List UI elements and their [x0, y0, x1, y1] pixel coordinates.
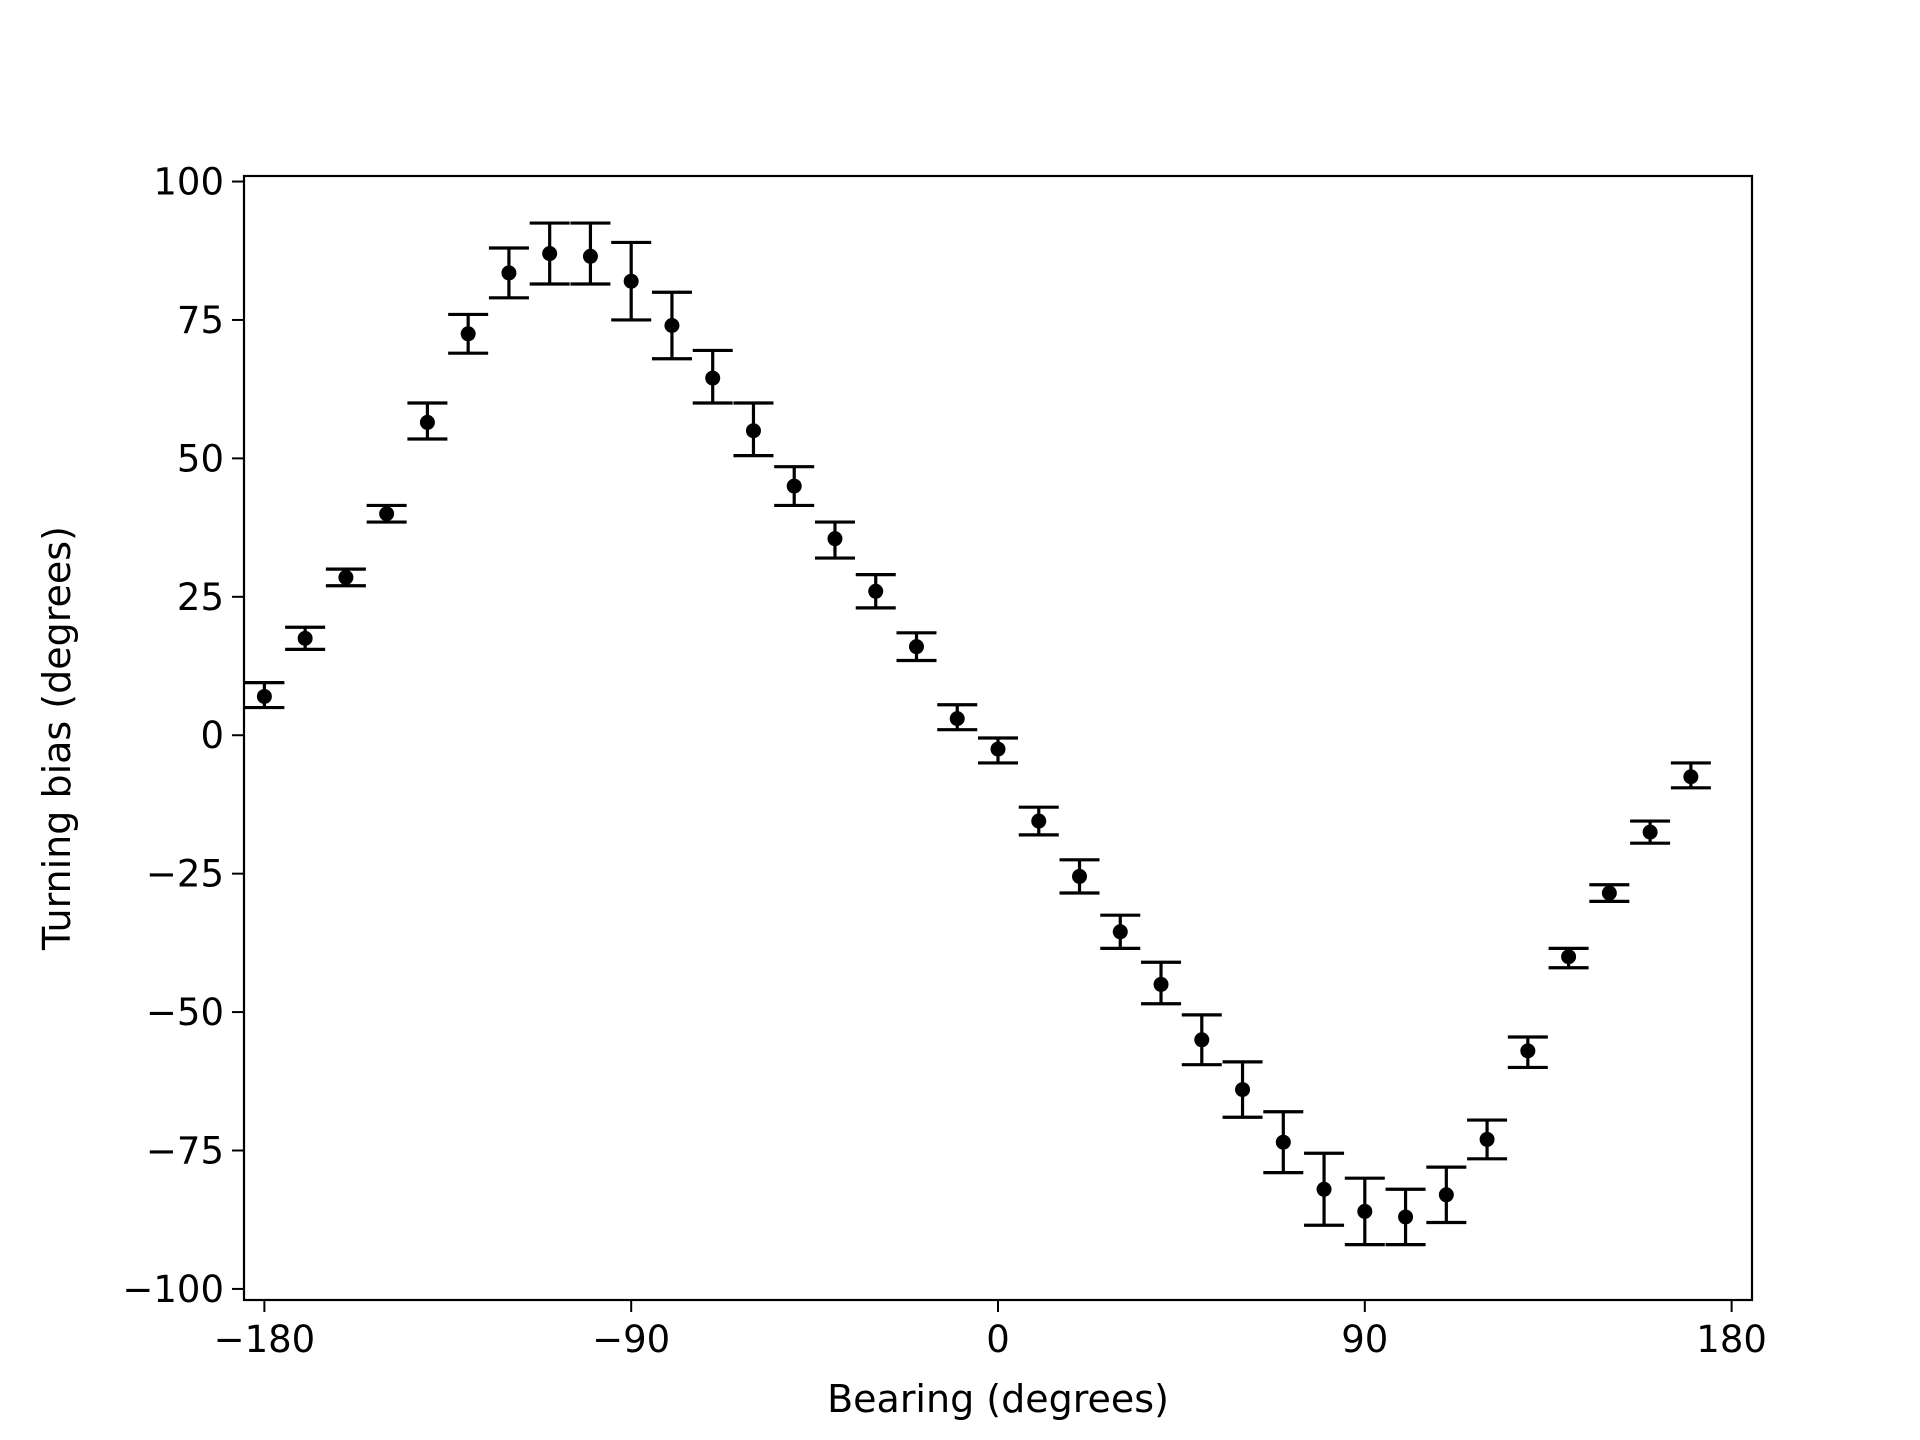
data-point-group	[978, 736, 1018, 765]
x-tick-label: 90	[1341, 1318, 1388, 1361]
data-point-group	[855, 573, 896, 610]
data-point-group	[692, 348, 733, 405]
data-point	[297, 630, 313, 646]
data-point	[786, 478, 802, 494]
data-point-group	[1630, 819, 1671, 845]
data-point-group	[1507, 1035, 1548, 1070]
data-point	[1561, 949, 1577, 965]
y-tick-label: −75	[146, 1130, 224, 1173]
data-point	[582, 248, 598, 264]
data-point-group	[814, 520, 855, 560]
data-point	[1275, 1134, 1291, 1150]
data-point-group	[325, 567, 366, 588]
data-point	[1642, 824, 1658, 840]
y-tick-label: 25	[177, 576, 224, 619]
data-point	[1112, 924, 1128, 940]
data-point	[705, 370, 721, 386]
data-point	[949, 711, 965, 727]
x-tick-label: 180	[1696, 1318, 1767, 1361]
data-point-group	[1018, 805, 1059, 837]
data-point-group	[407, 401, 448, 441]
data-point-group	[285, 625, 326, 652]
y-tick-label: −25	[146, 853, 224, 896]
data-point	[419, 414, 435, 430]
data-point	[745, 423, 761, 439]
data-point	[460, 326, 476, 342]
data-point-group	[1589, 883, 1630, 903]
data-point	[827, 531, 843, 547]
data-point	[256, 688, 272, 704]
data-point-group	[896, 631, 937, 663]
data-point	[1194, 1032, 1210, 1048]
data-point-group	[774, 465, 815, 508]
data-point-group	[1426, 1165, 1467, 1225]
data-point-group	[1344, 1176, 1385, 1247]
y-axis-label: Turning bias (degrees)	[35, 526, 79, 951]
data-point	[1072, 868, 1088, 884]
data-point-group	[733, 401, 774, 458]
data-point	[1479, 1131, 1495, 1147]
data-point	[1153, 976, 1169, 992]
data-point	[1235, 1082, 1251, 1098]
data-point	[379, 506, 395, 522]
data-point-group	[1548, 946, 1589, 970]
data-point-group	[937, 703, 978, 732]
data-point	[1316, 1181, 1332, 1197]
data-point-group	[366, 503, 407, 524]
data-point-group	[1100, 913, 1141, 951]
data-point-group	[1670, 761, 1711, 790]
data-point	[1683, 769, 1699, 785]
data-point	[868, 583, 884, 599]
data-point	[990, 741, 1006, 757]
x-axis-ticks: −180 −90 0 90 180	[214, 1300, 1767, 1361]
data-point	[338, 569, 354, 585]
data-point-group	[1385, 1187, 1426, 1247]
data-point	[623, 273, 639, 289]
data-point-group	[1059, 858, 1100, 895]
data-point-group	[1141, 960, 1182, 1006]
y-tick-label: 0	[200, 714, 224, 757]
x-axis-label: Bearing (degrees)	[827, 1377, 1169, 1421]
y-axis-ticks: 100 75 50 25 0 −25 −50 −75 −100	[122, 161, 244, 1311]
data-point	[1520, 1043, 1536, 1059]
data-point-group	[1222, 1060, 1263, 1119]
data-point-group	[448, 312, 489, 355]
y-tick-label: 100	[153, 161, 224, 204]
data-point-group	[529, 221, 570, 286]
data-point-group	[570, 221, 611, 286]
data-point-group	[1467, 1118, 1508, 1161]
data-point-group	[1181, 1013, 1222, 1067]
data-point	[1031, 813, 1047, 829]
x-tick-label: −180	[214, 1318, 316, 1361]
data-point-group	[651, 290, 692, 361]
y-tick-label: −50	[146, 991, 224, 1034]
data-point-group	[244, 681, 285, 710]
data-point	[542, 246, 558, 262]
x-tick-label: 0	[986, 1318, 1010, 1361]
data-point	[1398, 1209, 1414, 1225]
data-point-group	[1304, 1151, 1345, 1227]
data-point-group	[1263, 1110, 1304, 1175]
data-point	[501, 265, 517, 281]
data-point	[1357, 1203, 1373, 1219]
data-point-group	[611, 240, 652, 322]
plot-marks	[244, 221, 1711, 1247]
y-tick-label: 75	[177, 299, 224, 342]
data-point	[1601, 885, 1617, 901]
y-tick-label: −100	[122, 1268, 224, 1311]
data-point	[908, 639, 924, 655]
y-tick-label: 50	[177, 437, 224, 480]
data-point	[1438, 1187, 1454, 1203]
x-tick-label: −90	[592, 1318, 670, 1361]
data-point	[664, 317, 680, 333]
data-point-group	[488, 246, 529, 300]
